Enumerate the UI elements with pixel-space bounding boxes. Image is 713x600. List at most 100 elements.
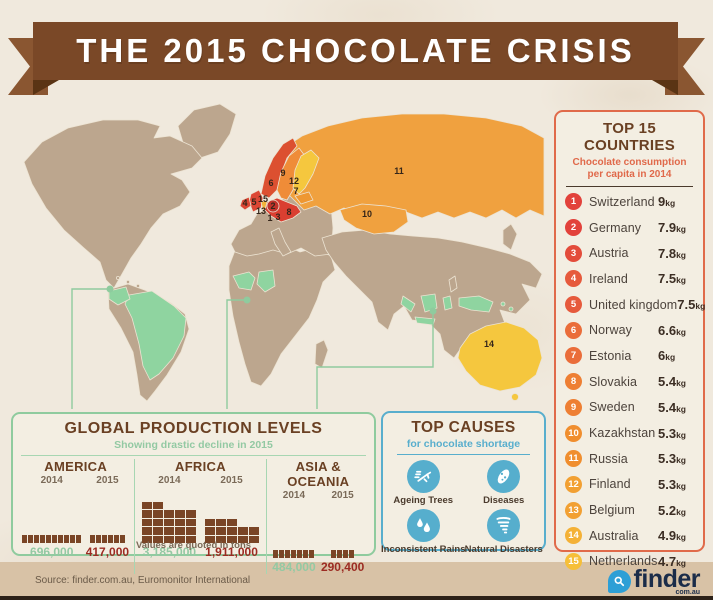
rank-badge: 14 [565, 527, 582, 545]
year-label: 2015 [220, 475, 243, 486]
year-label: 2014 [158, 475, 181, 486]
top15-row: 11 Russia 5.3kg [564, 446, 695, 472]
rank-badge: 10 [565, 424, 582, 442]
top15-row: 14 Australia 4.9kg [564, 523, 695, 549]
production-bar-2014: 2014 484,000 [272, 490, 315, 574]
consumption-value: 5.2kg [658, 502, 686, 518]
rank-badge: 3 [565, 244, 582, 262]
region-name: AFRICA [175, 459, 226, 474]
chocolate-bar-chart [331, 550, 355, 558]
cause-label: Inconsistent Rains [381, 544, 466, 555]
consumption-value: 5.4kg [658, 374, 686, 390]
top15-subtitle: Chocolate consumption per capita in 2014 [572, 157, 687, 180]
map-marker-9: 9 [280, 168, 285, 178]
production-value: 3,185,000 [142, 545, 197, 559]
top15-row: 7 Estonia 6kg [564, 343, 695, 369]
top15-row: 4 Ireland 7.5kg [564, 266, 695, 292]
top15-title: TOP 15 COUNTRIES [583, 120, 676, 154]
cause-item: Natural Disasters [464, 509, 545, 555]
causes-subtitle: for chocolate shortage [406, 438, 521, 450]
country-ireland [239, 196, 252, 211]
top15-row: 12 Finland 5.3kg [564, 472, 695, 498]
rank-badge: 4 [565, 270, 582, 288]
country-name: Finland [589, 477, 631, 492]
bottom-strip [0, 596, 713, 600]
rank-badge: 9 [565, 398, 582, 416]
production-subtitle: Showing drastic decline in 2015 [114, 439, 273, 451]
production-bar-2015: 2015 1,911,000 [204, 475, 259, 559]
country-italy [270, 227, 292, 257]
country-name: Belgium [589, 503, 635, 518]
production-bar-2014: 2014 696,000 [22, 475, 82, 559]
top15-row: 13 Belgium 5.2kg [564, 497, 695, 523]
country-name: Norway [589, 323, 632, 338]
consumption-value: 4.7kg [658, 553, 686, 569]
island-tasmania [511, 393, 519, 401]
region-ecuador-colombia [108, 286, 131, 306]
top15-row: 2 Germany 7.9kg [564, 215, 695, 241]
map-marker-13: 13 [256, 206, 266, 216]
rank-badge: 13 [565, 501, 582, 519]
country-estonia [294, 191, 314, 205]
map-marker-10: 10 [362, 209, 372, 219]
island-new-guinea [458, 295, 494, 313]
chocolate-bar-chart [142, 501, 197, 543]
top15-row: 9 Sweden 5.4kg [564, 395, 695, 421]
region-brazil [124, 290, 187, 381]
country-kazakhstan [339, 203, 409, 235]
causes-grid: Ageing Trees Diseases Inconsistent Rains Na… [381, 457, 545, 555]
causes-panel: TOP CAUSES for chocolate shortage Ageing… [381, 411, 546, 555]
cause-item: Inconsistent Rains [381, 509, 466, 555]
country-name: Slovakia [589, 374, 638, 389]
country-philippines [448, 275, 458, 293]
year-label: 2014 [40, 475, 63, 486]
rank-badge: 6 [565, 321, 582, 339]
country-name: Russia [589, 451, 628, 466]
rank-badge: 12 [565, 475, 582, 493]
top15-panel: TOP 15 COUNTRIES Chocolate consumption p… [554, 110, 705, 570]
country-name: Ireland [589, 271, 628, 286]
germany-badge [266, 199, 280, 213]
map-marker-2: 2 [270, 201, 275, 211]
divider [566, 186, 693, 187]
continent-north-america [23, 119, 203, 289]
country-name: Estonia [589, 348, 632, 363]
region-ghana-ivory-coast [232, 271, 256, 291]
production-bar-2015: 2015 417,000 [86, 475, 129, 559]
rank-badge: 1 [565, 193, 582, 211]
consumption-value: 4.9kg [658, 528, 686, 544]
chocolate-bar-chart [273, 550, 315, 558]
production-bar-2015: 2015 290,400 [321, 490, 364, 574]
finder-logo-suffix: com.au [675, 589, 700, 597]
production-bar-2014: 2014 3,185,000 [142, 475, 197, 559]
region-nigeria [256, 269, 276, 293]
country-japan [502, 223, 518, 251]
cause-label: Diseases [483, 495, 525, 506]
country-name: United kingdom [589, 297, 678, 312]
country-russia [269, 113, 545, 219]
country-name: Austria [589, 246, 629, 261]
map-marker-6: 6 [268, 178, 273, 188]
consumption-value: 9kg [658, 194, 676, 210]
production-region: AFRICA 2014 3,185,000 2015 1,911,000 [135, 459, 267, 574]
top15-list: 1 Switzerland 9kg 2 Germany 7.9kg 3 Austria 7.8k… [564, 189, 705, 574]
producer-connector-lines [71, 288, 434, 409]
production-value: 290,400 [320, 560, 365, 574]
consumption-value: 7.9kg [658, 220, 686, 236]
production-region: AMERICA 2014 696,000 2015 417,000 [17, 459, 136, 574]
rank-badge: 5 [565, 296, 582, 314]
map-marker-12: 12 [289, 176, 299, 186]
rank-badge: 11 [565, 450, 582, 468]
causes-title: TOP CAUSES [411, 419, 516, 436]
production-note: Values are quoted in tons [135, 540, 252, 551]
map-marker-4: 4 [242, 198, 247, 208]
cause-label: Ageing Trees [393, 495, 454, 506]
title-ribbon: THE 2015 CHOCOLATE CRISIS [33, 22, 678, 80]
divider [21, 455, 366, 456]
consumption-value: 6.6kg [658, 322, 686, 338]
rain-drops-icon [406, 509, 440, 542]
finder-logo-text: finder [633, 565, 701, 593]
map-marker-15: 15 [258, 194, 268, 204]
country-name: Sweden [589, 400, 635, 415]
